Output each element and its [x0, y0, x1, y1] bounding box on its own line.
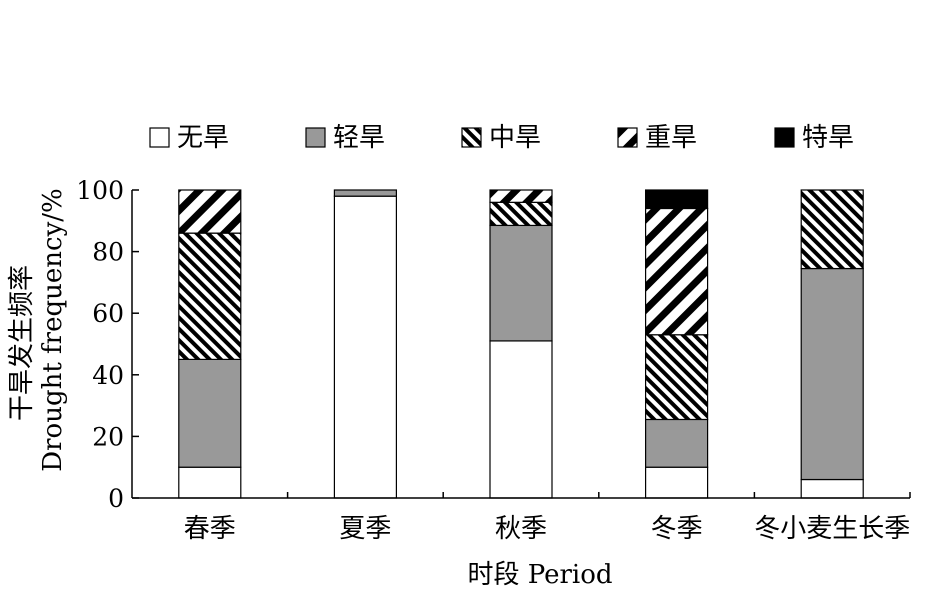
legend-label-3: 中旱: [489, 123, 541, 153]
y-axis-title-en: Drought frequency/%: [38, 188, 68, 471]
bar-3-series-3: [489, 201, 553, 227]
bar-5-series-3: [800, 189, 864, 270]
bar-1-series-4: [178, 189, 242, 234]
y-tick-label: 100: [76, 176, 124, 205]
x-tick-label: 秋季: [495, 514, 547, 544]
bar-2-series-2: [333, 189, 397, 197]
legend: 无旱 轻旱 中旱 重旱 特旱: [149, 123, 854, 153]
bar-4-series-3: [644, 334, 709, 421]
bar-5-series-1: [800, 478, 864, 499]
legend-label-2: 轻旱: [333, 123, 385, 153]
bar-2-series-1: [333, 195, 397, 499]
x-tick-label: 春季: [184, 514, 236, 544]
x-tick-label: 冬季: [651, 514, 703, 544]
y-axis-title: 干旱发生频率: [7, 265, 37, 421]
bar-4-series-2: [644, 418, 709, 468]
y-ticks: 0 20 40 60 80 100: [76, 176, 139, 513]
legend-label-5: 特旱: [802, 123, 854, 153]
y-tick-label: 60: [92, 299, 124, 328]
y-tick-label: 0: [108, 484, 124, 513]
bar-3-series-4: [489, 189, 553, 203]
y-tick-label: 40: [92, 361, 124, 390]
legend-swatch-5: [774, 127, 795, 148]
bar-1-series-2: [178, 358, 242, 468]
axes: [131, 190, 910, 499]
x-tick-label: 夏季: [339, 514, 391, 544]
legend-swatch-1: [149, 127, 170, 148]
bar-3-series-2: [489, 224, 553, 342]
x-axis-title: 时段 Period: [467, 560, 612, 590]
x-ticks: [286, 492, 911, 498]
x-tick-labels: 春季 夏季 秋季 冬季 冬小麦生长季: [184, 514, 910, 544]
legend-swatch-4: [617, 127, 638, 148]
y-tick-label: 80: [92, 238, 124, 267]
bar-5-series-2: [800, 267, 864, 481]
bar-1-series-1: [178, 466, 242, 499]
legend-label-1: 无旱: [177, 123, 229, 153]
legend-swatch-3: [461, 127, 482, 148]
x-tick-label: 冬小麦生长季: [754, 514, 910, 544]
bar-3-series-1: [489, 340, 553, 499]
bar-4-series-5: [644, 189, 709, 210]
y-tick-label: 20: [92, 422, 124, 451]
bar-1-series-3: [178, 232, 242, 360]
legend-label-4: 重旱: [645, 123, 697, 153]
legend-swatch-2: [305, 127, 326, 148]
bar-4-series-4: [644, 207, 709, 336]
bar-4-series-1: [644, 466, 709, 499]
bars: [178, 189, 864, 499]
